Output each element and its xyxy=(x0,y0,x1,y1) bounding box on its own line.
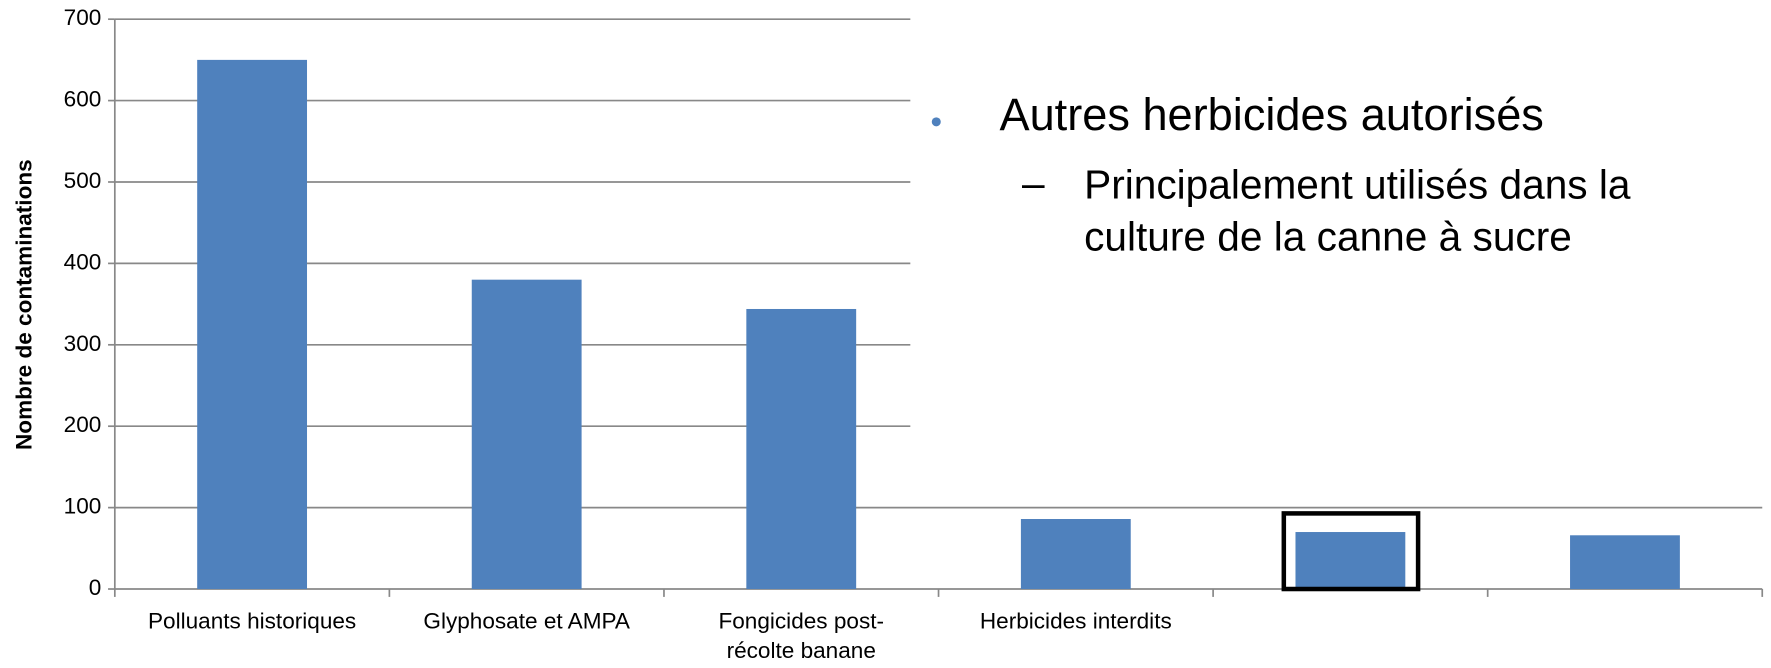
sub-bullet-box: Principalement utilisés dans la culture … xyxy=(1084,161,1631,260)
bar xyxy=(1295,532,1406,590)
y-tick-label: 500 xyxy=(64,168,102,193)
y-tick-label: 200 xyxy=(64,412,102,437)
bullet-box: Autres herbicides autorisés xyxy=(999,90,1544,140)
x-tick-label: Herbicides interdits xyxy=(979,609,1172,635)
y-tick-label: 300 xyxy=(64,331,102,356)
x-label-box: Fongicides post-récolte banane xyxy=(718,609,885,664)
bar xyxy=(746,308,857,590)
y-tick-label: 100 xyxy=(64,494,102,519)
bullet-text: Autres herbicides autorisés xyxy=(999,90,1544,140)
y-tick-label: 600 xyxy=(64,87,102,112)
y-tick-label: 400 xyxy=(64,249,102,274)
bar xyxy=(197,59,308,590)
bar xyxy=(471,279,582,590)
x-label-box: Herbicides interdits xyxy=(979,609,1172,635)
y-tick-label: 700 xyxy=(64,5,102,30)
x-label-box: Glyphosate et AMPA xyxy=(423,609,630,635)
x-tick-label: Polluants historiques xyxy=(147,609,357,635)
sub-bullet-text: Principalement utilisés dans la culture … xyxy=(1084,161,1631,260)
y-tick-label: 0 xyxy=(89,575,102,600)
x-tick-label: Glyphosate et AMPA xyxy=(423,609,630,635)
bullet-dot xyxy=(931,117,941,127)
bar xyxy=(1020,519,1131,590)
highlight-frame xyxy=(1281,511,1421,592)
x-label-box: Polluants historiques xyxy=(147,609,357,635)
y-axis-label: Nombre de contaminations xyxy=(12,159,37,450)
x-tick-label: Fongicides post-récolte banane xyxy=(718,609,885,664)
sub-bullet-dash: – xyxy=(1022,160,1045,206)
text-box xyxy=(910,11,1771,497)
bar xyxy=(1570,535,1680,590)
